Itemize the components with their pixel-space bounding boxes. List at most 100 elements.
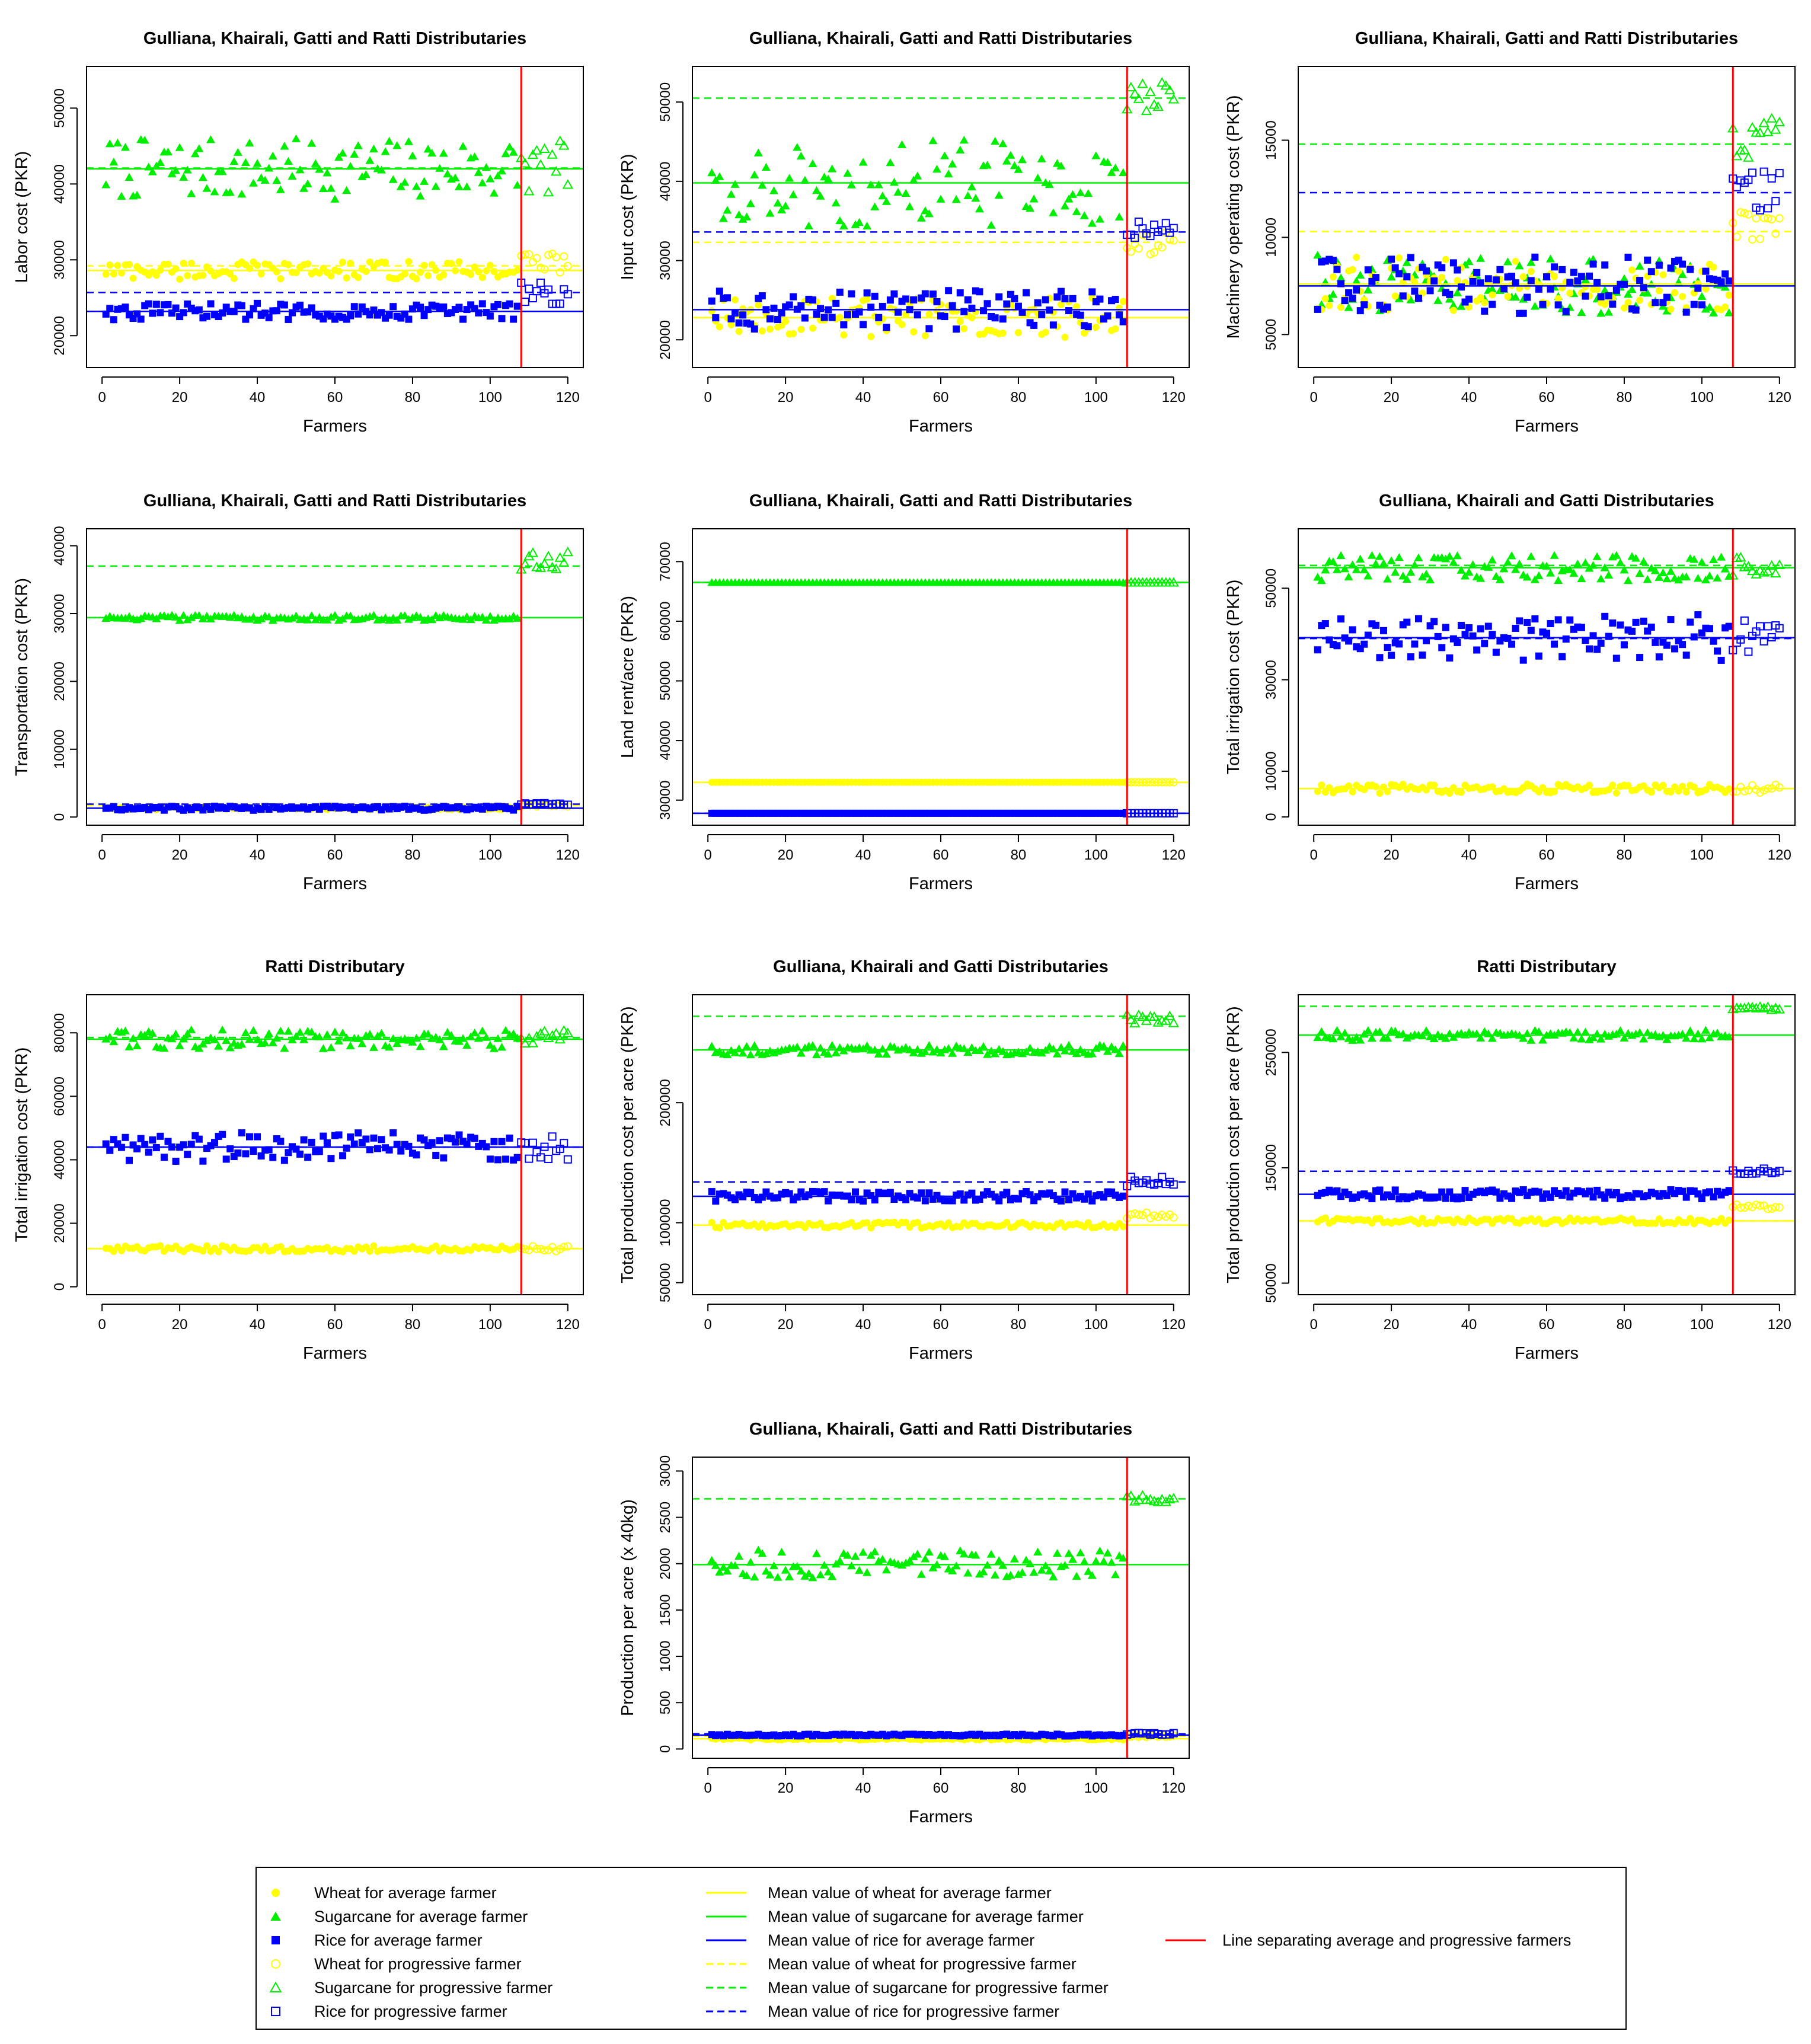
rice-average-point	[1597, 293, 1605, 301]
x-tick-label: 0	[704, 1780, 712, 1796]
sugarcane-average-point	[1111, 163, 1120, 172]
sugarcane-average-point	[1352, 276, 1361, 285]
chart-title: Gulliana, Khairali and Gatti Distributar…	[773, 957, 1109, 976]
wheat-progressive-point	[1169, 236, 1178, 245]
sugarcane-average-point	[330, 1027, 340, 1036]
rice-average-point	[1457, 1195, 1465, 1202]
rice-average-point	[420, 1136, 428, 1144]
sugarcane-average-point	[295, 1028, 305, 1036]
sugarcane-average-point	[1682, 572, 1691, 580]
x-tick-label: 60	[1539, 389, 1555, 405]
legend: Wheat for average farmer Sugarcane for av…	[255, 1867, 1627, 2030]
chart-title: Gulliana, Khairali, Gatti and Ratti Dist…	[143, 29, 526, 48]
rice-average-point	[1725, 1187, 1733, 1195]
wheat-average-point	[1527, 267, 1535, 275]
rice-average-point	[1030, 321, 1038, 329]
wheat-average-point	[366, 1247, 373, 1255]
rice-average-point	[1566, 616, 1574, 624]
x-tick-label: 80	[1617, 389, 1633, 405]
sugarcane-average-point	[1689, 555, 1699, 563]
wheat-average-point	[440, 271, 448, 279]
rice-average-point	[1341, 297, 1349, 305]
sugarcane-average-point	[793, 1561, 802, 1570]
sugarcane-average-point	[715, 172, 724, 180]
rice-average-point	[778, 309, 785, 317]
y-tick-label: 0	[1263, 813, 1279, 820]
sugarcane-average-point	[858, 158, 868, 166]
x-tick-label: 0	[704, 1317, 712, 1333]
sugarcane-average-point	[388, 175, 398, 183]
rice-average-point	[1504, 634, 1512, 642]
wheat-average-point	[1314, 788, 1321, 796]
sugarcane-average-point	[1623, 289, 1633, 298]
sugarcane-average-point	[870, 1547, 880, 1556]
sugarcane-average-point	[1021, 1556, 1031, 1564]
sugarcane-average-point	[1577, 574, 1586, 583]
y-tick-label: 10000	[52, 729, 68, 769]
rice-average-point	[428, 1139, 436, 1146]
wheat-progressive-point	[560, 252, 568, 261]
rice-average-point	[1372, 274, 1379, 282]
x-tick-label: 40	[250, 1317, 266, 1333]
wheat-average-point	[782, 318, 790, 325]
wheat-average-point	[1349, 266, 1356, 273]
chart-panel: Gulliana, Khairali, Gatti and Ratti Dist…	[618, 29, 1190, 436]
rice-progressive-point	[563, 290, 572, 299]
plot-area	[692, 66, 1189, 368]
y-axis-label: Total irrigation cost (PKR)	[12, 1047, 31, 1243]
wheat-average-point	[366, 258, 373, 266]
rice-average-point	[494, 301, 502, 308]
rice-average-point	[1454, 638, 1461, 646]
x-tick-label: 40	[250, 847, 266, 863]
y-axis-label: Total irrigation cost (PKR)	[1224, 580, 1243, 775]
wheat-average-point	[1477, 294, 1484, 302]
legend-rice-filled-square-symbol	[272, 1936, 280, 1944]
sugarcane-average-point	[831, 1048, 841, 1056]
wheat-progressive-point	[1771, 1203, 1780, 1212]
sugarcane-average-point	[773, 1573, 782, 1581]
wheat-average-point	[863, 295, 871, 303]
wheat-average-point	[755, 301, 762, 309]
rice-average-point	[199, 1157, 207, 1165]
sugarcane-average-point	[187, 1025, 196, 1034]
wheat-average-point	[203, 1242, 210, 1250]
y-axis-label: Total production cost per acre (PKR)	[1224, 1006, 1243, 1283]
sugarcane-progressive-point	[1762, 126, 1774, 136]
sugarcane-average-point	[1580, 1027, 1590, 1036]
rice-average-point	[1527, 627, 1535, 634]
wheat-average-point	[1119, 1223, 1127, 1231]
sugarcane-average-point	[381, 147, 390, 155]
sugarcane-average-point	[956, 1546, 965, 1554]
rice-average-point	[1465, 295, 1473, 303]
rice-average-point	[1414, 615, 1422, 622]
sugarcane-average-point	[1620, 274, 1629, 282]
wheat-average-point	[790, 330, 797, 337]
sugarcane-average-point	[1635, 1028, 1644, 1036]
rice-average-point	[1601, 1195, 1609, 1202]
wheat-average-point	[277, 275, 285, 283]
sugarcane-average-point	[1336, 273, 1346, 282]
sugarcane-average-point	[462, 182, 472, 190]
wheat-average-point	[1391, 292, 1399, 300]
rice-average-point	[513, 302, 521, 310]
y-tick-label: 70000	[657, 542, 673, 582]
sugarcane-average-point	[237, 1040, 247, 1048]
sugarcane-average-point	[991, 1049, 1000, 1058]
sugarcane-average-point	[264, 1029, 274, 1037]
wheat-progressive-point	[1756, 1201, 1765, 1210]
rice-average-point	[110, 316, 117, 324]
rice-average-point	[1414, 295, 1422, 302]
rice-average-point	[860, 321, 867, 328]
rice-progressive-point	[1744, 647, 1753, 656]
sugarcane-average-point	[1441, 1034, 1451, 1042]
sugarcane-average-point	[416, 612, 425, 621]
sugarcane-average-point	[1526, 552, 1536, 560]
sugarcane-average-point	[198, 173, 207, 181]
wheat-progressive-point	[1169, 1213, 1178, 1222]
sugarcane-average-point	[175, 143, 184, 151]
sugarcane-average-point	[1052, 1548, 1062, 1557]
sugarcane-average-point	[1356, 554, 1365, 563]
sugarcane-average-point	[1546, 569, 1556, 577]
sugarcane-average-point	[505, 614, 515, 622]
sugarcane-average-point	[979, 1567, 988, 1576]
